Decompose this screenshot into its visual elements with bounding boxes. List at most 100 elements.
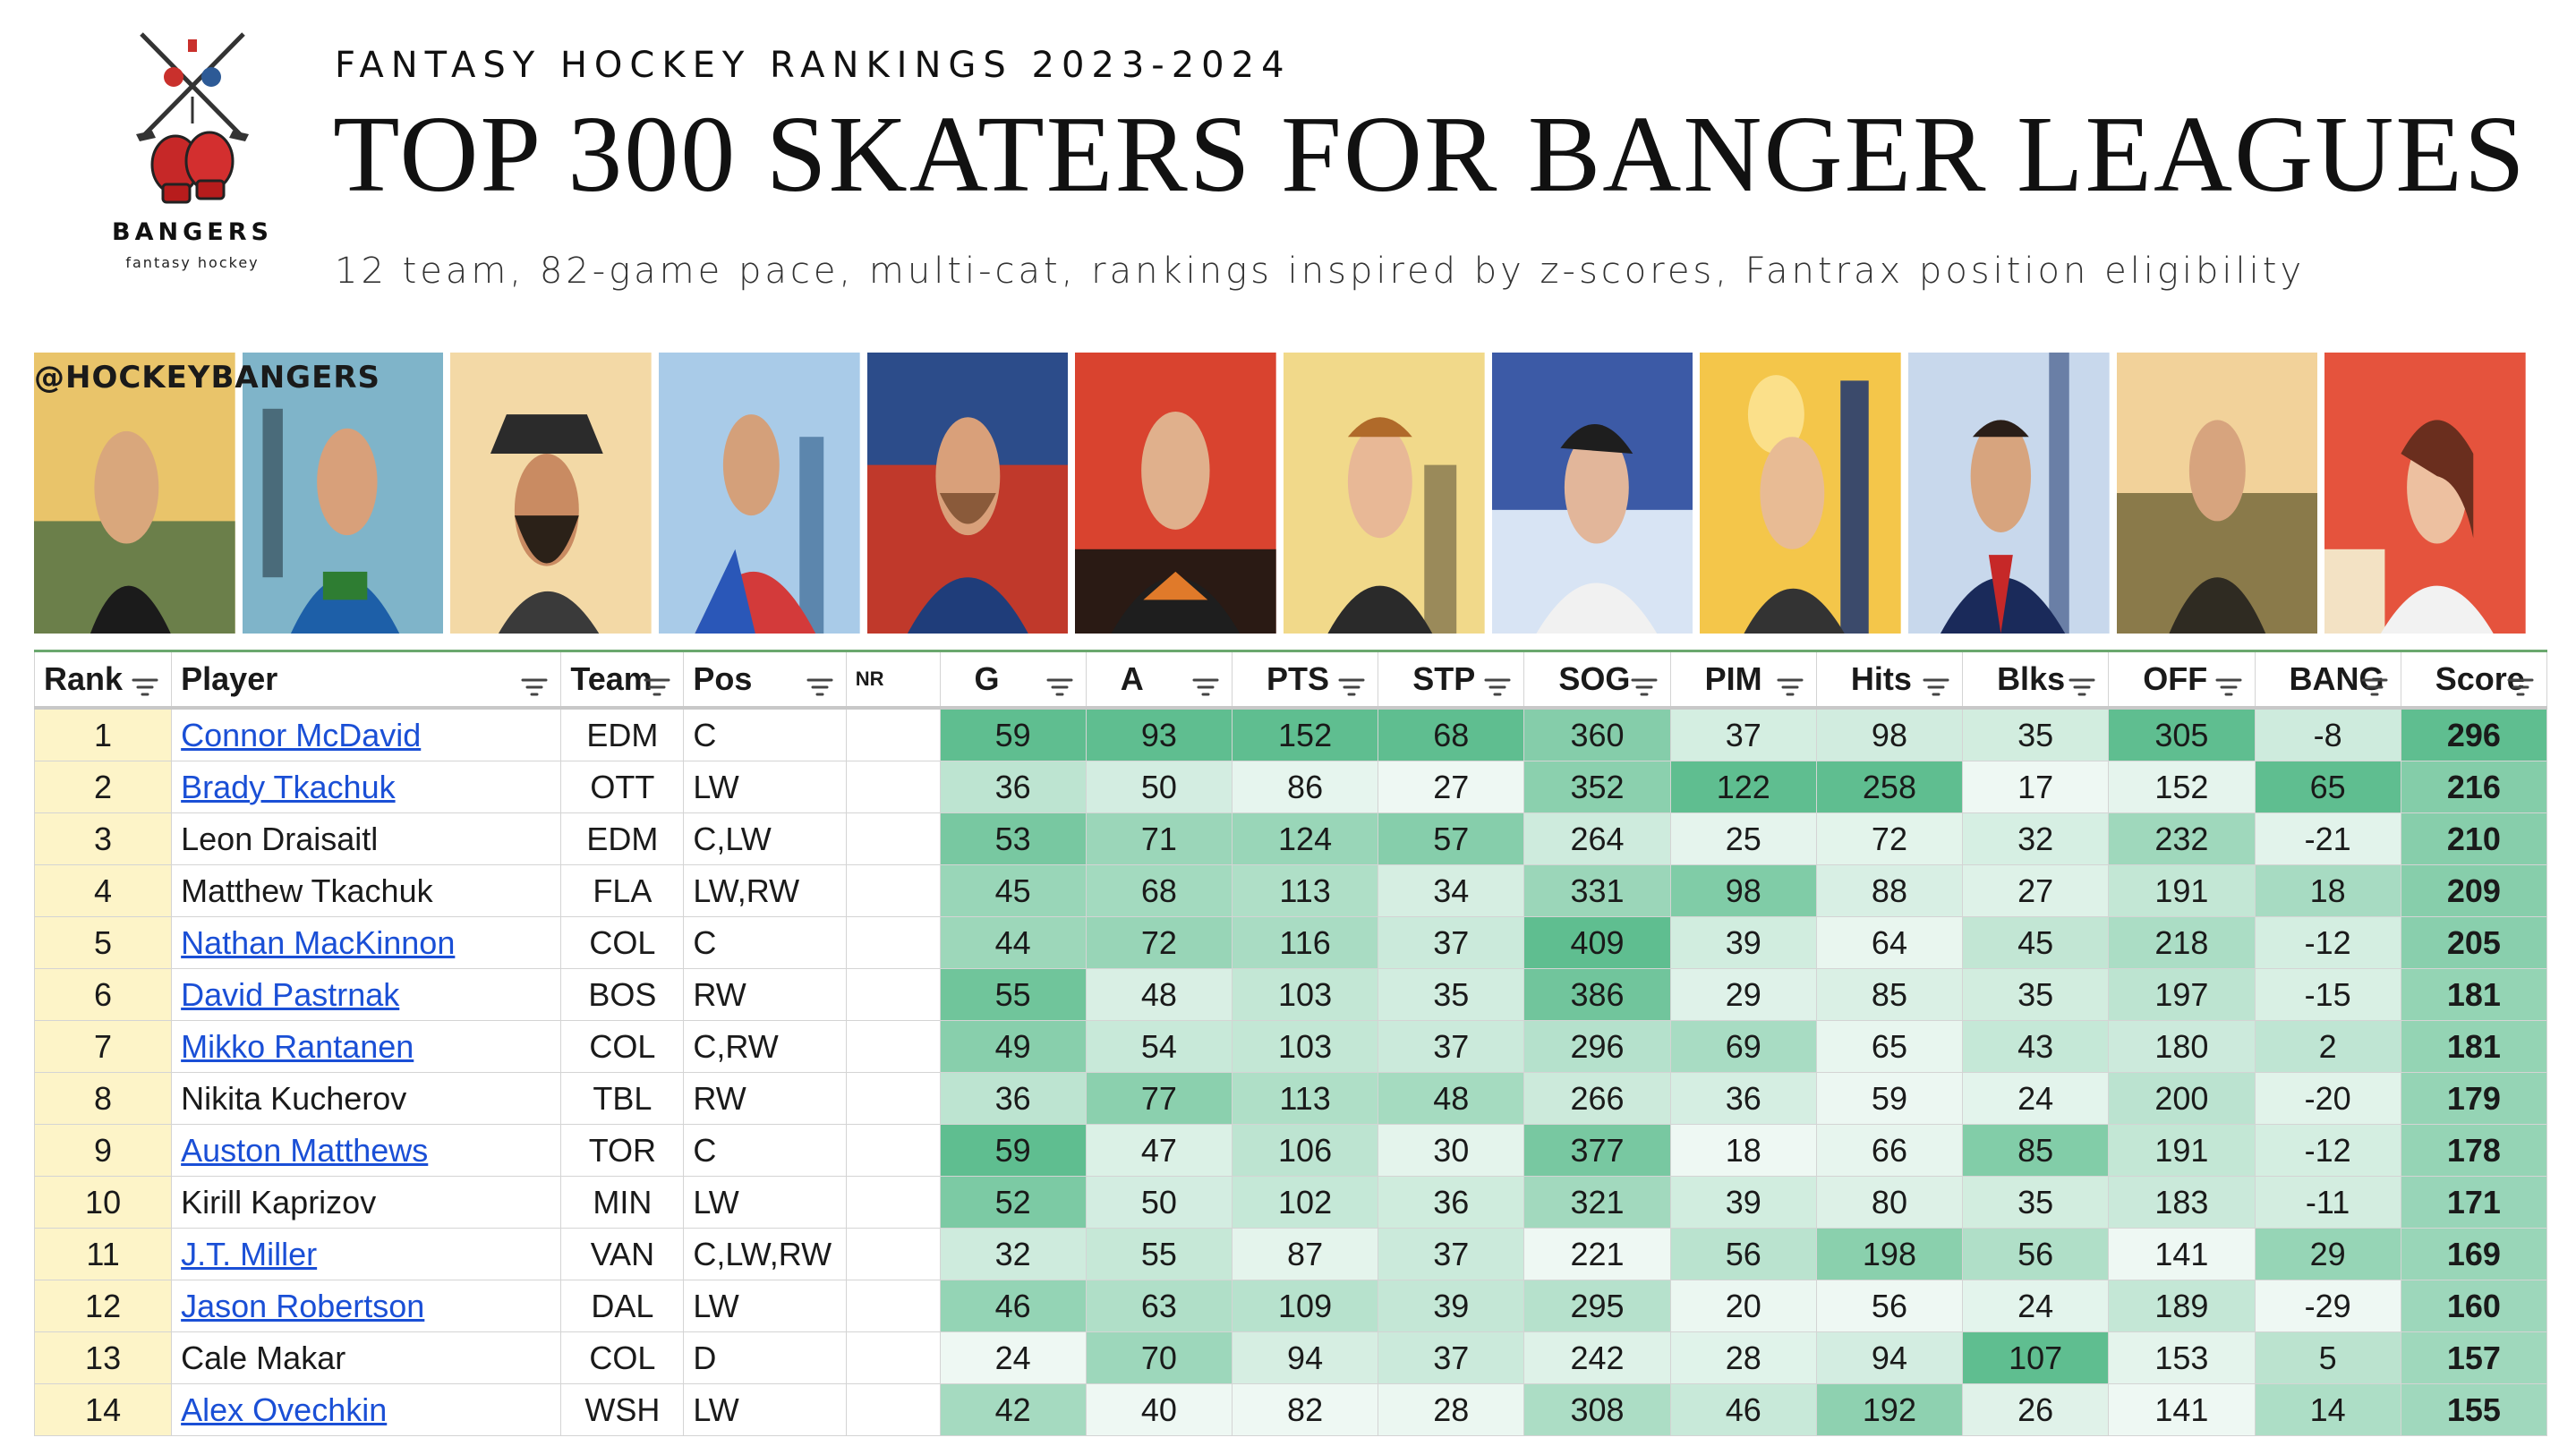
cell-pts[interactable]: 113 <box>1231 864 1379 917</box>
cell-blks[interactable]: 35 <box>1962 707 2110 761</box>
cell-pos[interactable]: LW <box>683 1383 847 1436</box>
player-link[interactable]: Auston Matthews <box>181 1131 429 1169</box>
cell-stp[interactable]: 28 <box>1378 1383 1525 1436</box>
cell-blks[interactable]: 24 <box>1962 1072 2110 1125</box>
cell-pos[interactable]: C <box>683 1124 847 1177</box>
cell-team[interactable]: COL <box>560 916 685 969</box>
cell-team[interactable]: DAL <box>560 1280 685 1332</box>
cell-off[interactable]: 197 <box>2108 968 2256 1021</box>
cell-pts[interactable]: 124 <box>1231 812 1379 865</box>
cell-g[interactable]: 36 <box>939 761 1087 813</box>
player-link[interactable]: Connor McDavid <box>181 716 422 753</box>
cell-sog[interactable]: 321 <box>1523 1176 1671 1229</box>
cell-pim[interactable]: 25 <box>1669 812 1817 865</box>
cell-hits[interactable]: 72 <box>1815 812 1964 865</box>
cell-pos[interactable]: C <box>683 707 847 761</box>
cell-stp[interactable]: 37 <box>1378 1020 1525 1073</box>
cell-bang[interactable]: 29 <box>2254 1228 2401 1280</box>
cell-pos[interactable]: LW <box>683 1280 847 1332</box>
cell-blks[interactable]: 107 <box>1962 1331 2110 1384</box>
cell-stp[interactable]: 39 <box>1378 1280 1525 1332</box>
cell-bang[interactable]: 2 <box>2254 1020 2401 1073</box>
column-header-hits[interactable]: Hits <box>1815 650 1964 710</box>
column-header-score[interactable]: Score <box>2400 650 2548 710</box>
column-header-a[interactable]: A <box>1085 650 1233 710</box>
cell-team[interactable]: TOR <box>560 1124 685 1177</box>
cell-pts[interactable]: 94 <box>1231 1331 1379 1384</box>
filter-icon[interactable] <box>132 668 158 696</box>
cell-nr[interactable] <box>845 1331 941 1384</box>
cell-sog[interactable]: 386 <box>1523 968 1671 1021</box>
cell-pim[interactable]: 28 <box>1669 1331 1817 1384</box>
cell-player[interactable]: Cale Makar <box>171 1331 562 1384</box>
cell-a[interactable]: 63 <box>1085 1280 1233 1332</box>
cell-a[interactable]: 48 <box>1085 968 1233 1021</box>
cell-sog[interactable]: 352 <box>1523 761 1671 813</box>
cell-bang[interactable]: -20 <box>2254 1072 2401 1125</box>
cell-score[interactable]: 205 <box>2400 916 2548 969</box>
cell-nr[interactable] <box>845 864 941 917</box>
cell-g[interactable]: 32 <box>939 1228 1087 1280</box>
cell-a[interactable]: 71 <box>1085 812 1233 865</box>
cell-pts[interactable]: 109 <box>1231 1280 1379 1332</box>
cell-sog[interactable]: 331 <box>1523 864 1671 917</box>
cell-stp[interactable]: 37 <box>1378 1331 1525 1384</box>
cell-g[interactable]: 45 <box>939 864 1087 917</box>
cell-nr[interactable] <box>845 1228 941 1280</box>
cell-pts[interactable]: 113 <box>1231 1072 1379 1125</box>
cell-sog[interactable]: 264 <box>1523 812 1671 865</box>
cell-bang[interactable]: 5 <box>2254 1331 2401 1384</box>
cell-sog[interactable]: 295 <box>1523 1280 1671 1332</box>
cell-pim[interactable]: 39 <box>1669 1176 1817 1229</box>
cell-sog[interactable]: 409 <box>1523 916 1671 969</box>
cell-score[interactable]: 296 <box>2400 707 2548 761</box>
cell-rank[interactable]: 1 <box>33 707 173 761</box>
cell-blks[interactable]: 17 <box>1962 761 2110 813</box>
filter-icon[interactable] <box>1923 668 1949 696</box>
cell-bang[interactable]: -12 <box>2254 916 2401 969</box>
cell-bang[interactable]: 65 <box>2254 761 2401 813</box>
cell-rank[interactable]: 4 <box>33 864 173 917</box>
cell-player[interactable]: Kirill Kaprizov <box>171 1176 562 1229</box>
cell-pim[interactable]: 98 <box>1669 864 1817 917</box>
cell-bang[interactable]: 18 <box>2254 864 2401 917</box>
cell-sog[interactable]: 377 <box>1523 1124 1671 1177</box>
cell-score[interactable]: 178 <box>2400 1124 2548 1177</box>
cell-player[interactable]: Jason Robertson <box>171 1280 562 1332</box>
cell-hits[interactable]: 192 <box>1815 1383 1964 1436</box>
cell-pts[interactable]: 152 <box>1231 707 1379 761</box>
cell-sog[interactable]: 242 <box>1523 1331 1671 1384</box>
cell-off[interactable]: 191 <box>2108 864 2256 917</box>
cell-hits[interactable]: 66 <box>1815 1124 1964 1177</box>
cell-pos[interactable]: LW <box>683 761 847 813</box>
column-header-g[interactable]: G <box>939 650 1087 710</box>
cell-stp[interactable]: 36 <box>1378 1176 1525 1229</box>
cell-g[interactable]: 53 <box>939 812 1087 865</box>
cell-rank[interactable]: 2 <box>33 761 173 813</box>
cell-blks[interactable]: 43 <box>1962 1020 2110 1073</box>
cell-player[interactable]: Connor McDavid <box>171 707 562 761</box>
cell-team[interactable]: VAN <box>560 1228 685 1280</box>
player-link[interactable]: Alex Ovechkin <box>181 1391 388 1428</box>
player-link[interactable]: Brady Tkachuk <box>181 768 396 805</box>
cell-pos[interactable]: LW,RW <box>683 864 847 917</box>
cell-bang[interactable]: -12 <box>2254 1124 2401 1177</box>
column-header-off[interactable]: OFF <box>2108 650 2256 710</box>
cell-pos[interactable]: C <box>683 916 847 969</box>
cell-score[interactable]: 216 <box>2400 761 2548 813</box>
cell-team[interactable]: TBL <box>560 1072 685 1125</box>
cell-a[interactable]: 50 <box>1085 761 1233 813</box>
player-link[interactable]: Jason Robertson <box>181 1287 425 1324</box>
column-header-blks[interactable]: Blks <box>1962 650 2110 710</box>
column-header-nr[interactable]: NR <box>845 650 941 710</box>
cell-off[interactable]: 305 <box>2108 707 2256 761</box>
cell-pim[interactable]: 39 <box>1669 916 1817 969</box>
cell-pos[interactable]: C,LW,RW <box>683 1228 847 1280</box>
cell-sog[interactable]: 221 <box>1523 1228 1671 1280</box>
cell-pts[interactable]: 102 <box>1231 1176 1379 1229</box>
cell-off[interactable]: 141 <box>2108 1228 2256 1280</box>
cell-hits[interactable]: 88 <box>1815 864 1964 917</box>
filter-icon[interactable] <box>806 668 833 696</box>
column-header-team[interactable]: Team <box>560 650 685 710</box>
cell-score[interactable]: 155 <box>2400 1383 2548 1436</box>
